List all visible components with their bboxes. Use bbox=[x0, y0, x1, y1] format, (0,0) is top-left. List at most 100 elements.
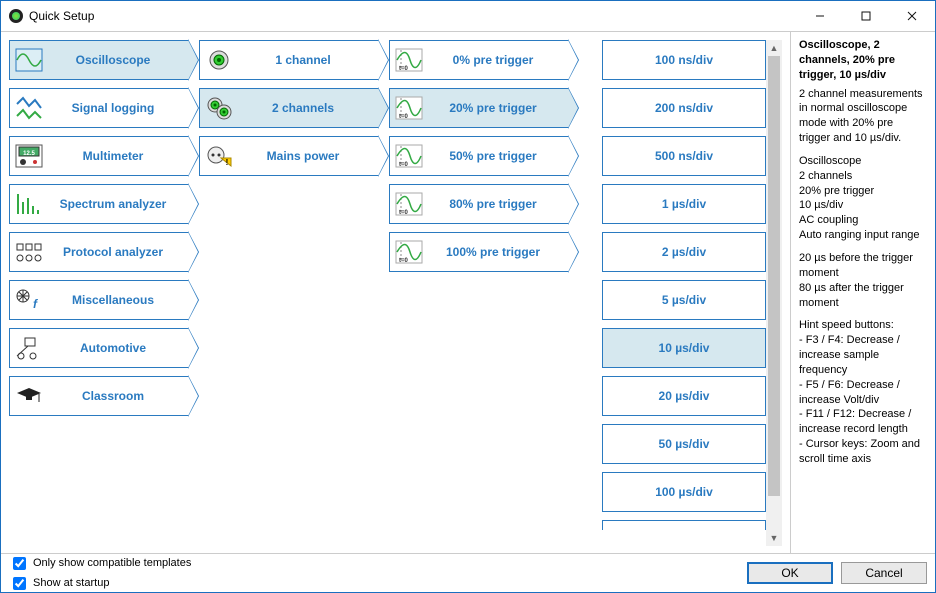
option-label: Protocol analyzer bbox=[48, 245, 188, 259]
svg-text:t=0: t=0 bbox=[399, 162, 409, 168]
option-spectrum[interactable]: Spectrum analyzer bbox=[9, 184, 189, 224]
footer: Only show compatible templates Show at s… bbox=[1, 553, 935, 592]
multimeter-icon: 12.5 bbox=[10, 144, 48, 168]
info-line: Oscilloscope bbox=[799, 154, 927, 169]
option-label: Miscellaneous bbox=[48, 293, 188, 307]
wave-icon: t=0 bbox=[390, 240, 428, 264]
info-line: 80 µs after the trigger moment bbox=[799, 281, 927, 311]
scroll-up-icon[interactable]: ▲ bbox=[766, 40, 782, 56]
option-label: 0% pre trigger bbox=[428, 53, 568, 67]
option-oscilloscope[interactable]: Oscilloscope bbox=[9, 40, 189, 80]
wave-icon: t=0 bbox=[390, 96, 428, 120]
option-label: 50% pre trigger bbox=[428, 149, 568, 163]
show-at-startup-input[interactable] bbox=[13, 577, 26, 590]
option-label: 100 µs/div bbox=[603, 485, 765, 499]
option-tb9[interactable]: 100 µs/div bbox=[602, 472, 766, 512]
timebase-scrollbar[interactable]: ▲ ▼ bbox=[766, 40, 782, 546]
info-summary: 2 channel measurements in normal oscillo… bbox=[799, 87, 927, 146]
info-panel: Oscilloscope, 2 channels, 20% pre trigge… bbox=[790, 32, 935, 554]
wave-icon: t=0 bbox=[390, 48, 428, 72]
trigger-column: t=00% pre triggert=020% pre triggert=050… bbox=[389, 40, 569, 546]
misc-icon: f bbox=[10, 288, 48, 312]
option-t80[interactable]: t=080% pre trigger bbox=[389, 184, 569, 224]
option-label: 5 µs/div bbox=[603, 293, 765, 307]
option-label: Multimeter bbox=[48, 149, 188, 163]
option-t0[interactable]: t=0 0% pre trigger bbox=[389, 40, 569, 80]
option-automotive[interactable]: Automotive bbox=[9, 328, 189, 368]
option-classroom[interactable]: Classroom bbox=[9, 376, 189, 416]
timebase-overflow-item[interactable] bbox=[602, 520, 766, 530]
close-button[interactable] bbox=[889, 1, 935, 31]
maximize-button[interactable] bbox=[843, 1, 889, 31]
show-at-startup-checkbox[interactable]: Show at startup bbox=[9, 574, 191, 593]
option-tb6[interactable]: 10 µs/div bbox=[602, 328, 766, 368]
option-misc[interactable]: fMiscellaneous bbox=[9, 280, 189, 320]
info-hints: - F3 / F4: Decrease / increase sample fr… bbox=[799, 333, 927, 467]
option-tb5[interactable]: 5 µs/div bbox=[602, 280, 766, 320]
scroll-thumb[interactable] bbox=[768, 56, 780, 496]
mains-icon: ! bbox=[200, 144, 238, 168]
option-protocol[interactable]: Protocol analyzer bbox=[9, 232, 189, 272]
info-line: 10 µs/div bbox=[799, 198, 927, 213]
option-label: 2 channels bbox=[238, 101, 378, 115]
option-ch2[interactable]: 2 channels bbox=[199, 88, 379, 128]
svg-text:t=0: t=0 bbox=[399, 258, 409, 264]
option-tb2[interactable]: 500 ns/div bbox=[602, 136, 766, 176]
info-line: 2 channels bbox=[799, 169, 927, 184]
option-tb1[interactable]: 200 ns/div bbox=[602, 88, 766, 128]
option-label: 1 channel bbox=[238, 53, 378, 67]
option-multimeter[interactable]: 12.5 Multimeter bbox=[9, 136, 189, 176]
svg-text:t=0: t=0 bbox=[399, 66, 409, 72]
info-hints-title: Hint speed buttons: bbox=[799, 318, 927, 333]
option-ch1[interactable]: 1 channel bbox=[199, 40, 379, 80]
automotive-icon bbox=[10, 336, 48, 360]
option-tb8[interactable]: 50 µs/div bbox=[602, 424, 766, 464]
compatible-templates-checkbox[interactable]: Only show compatible templates bbox=[9, 554, 191, 573]
option-label: 20% pre trigger bbox=[428, 101, 568, 115]
option-tb0[interactable]: 100 ns/div bbox=[602, 40, 766, 80]
svg-text:!: ! bbox=[226, 158, 229, 167]
content-area: Oscilloscope Signal logging 12.5 Multimeter… bbox=[1, 31, 935, 554]
option-label: 2 µs/div bbox=[603, 245, 765, 259]
option-label: Classroom bbox=[48, 389, 188, 403]
option-label: 10 µs/div bbox=[603, 341, 765, 355]
option-signal-logging[interactable]: Signal logging bbox=[9, 88, 189, 128]
option-label: Automotive bbox=[48, 341, 188, 355]
classroom-icon bbox=[10, 384, 48, 408]
option-label: 100 ns/div bbox=[603, 53, 765, 67]
info-line: Auto ranging input range bbox=[799, 228, 927, 243]
option-tb7[interactable]: 20 µs/div bbox=[602, 376, 766, 416]
show-at-startup-label: Show at startup bbox=[33, 577, 109, 589]
svg-text:12.5: 12.5 bbox=[23, 151, 35, 157]
info-line: 20% pre trigger bbox=[799, 184, 927, 199]
protocol-icon bbox=[10, 240, 48, 264]
minimize-button[interactable] bbox=[797, 1, 843, 31]
wizard-columns: Oscilloscope Signal logging 12.5 Multimeter… bbox=[1, 32, 790, 554]
bnc1-icon bbox=[200, 48, 238, 72]
info-line: - F5 / F6: Decrease / increase Volt/div bbox=[799, 378, 927, 408]
option-mains[interactable]: !Mains power bbox=[199, 136, 379, 176]
window-title: Quick Setup bbox=[29, 9, 94, 23]
timebase-list: 100 ns/div 200 ns/div 500 ns/div 1 µs/div 2 … bbox=[602, 40, 782, 546]
option-label: 500 ns/div bbox=[603, 149, 765, 163]
timebase-column: 100 ns/div 200 ns/div 500 ns/div 1 µs/div 2 … bbox=[602, 40, 782, 546]
option-t20[interactable]: t=020% pre trigger bbox=[389, 88, 569, 128]
info-line: - F3 / F4: Decrease / increase sample fr… bbox=[799, 333, 927, 378]
ok-button[interactable]: OK bbox=[747, 562, 833, 584]
cancel-button[interactable]: Cancel bbox=[841, 562, 927, 584]
oscilloscope-icon bbox=[10, 48, 48, 72]
app-icon bbox=[9, 9, 23, 23]
compatible-templates-input[interactable] bbox=[13, 557, 26, 570]
option-tb4[interactable]: 2 µs/div bbox=[602, 232, 766, 272]
option-t100[interactable]: t=0100% pre trigger bbox=[389, 232, 569, 272]
channel-column: 1 channel 2 channels !Mains power bbox=[199, 40, 379, 546]
info-line: 20 µs before the trigger moment bbox=[799, 251, 927, 281]
scroll-track[interactable] bbox=[766, 496, 782, 530]
option-label: 50 µs/div bbox=[603, 437, 765, 451]
titlebar: Quick Setup bbox=[1, 1, 935, 31]
option-tb3[interactable]: 1 µs/div bbox=[602, 184, 766, 224]
option-label: 20 µs/div bbox=[603, 389, 765, 403]
svg-text:t=0: t=0 bbox=[399, 210, 409, 216]
option-t50[interactable]: t=0 50% pre trigger bbox=[389, 136, 569, 176]
scroll-down-icon[interactable]: ▼ bbox=[766, 530, 782, 546]
